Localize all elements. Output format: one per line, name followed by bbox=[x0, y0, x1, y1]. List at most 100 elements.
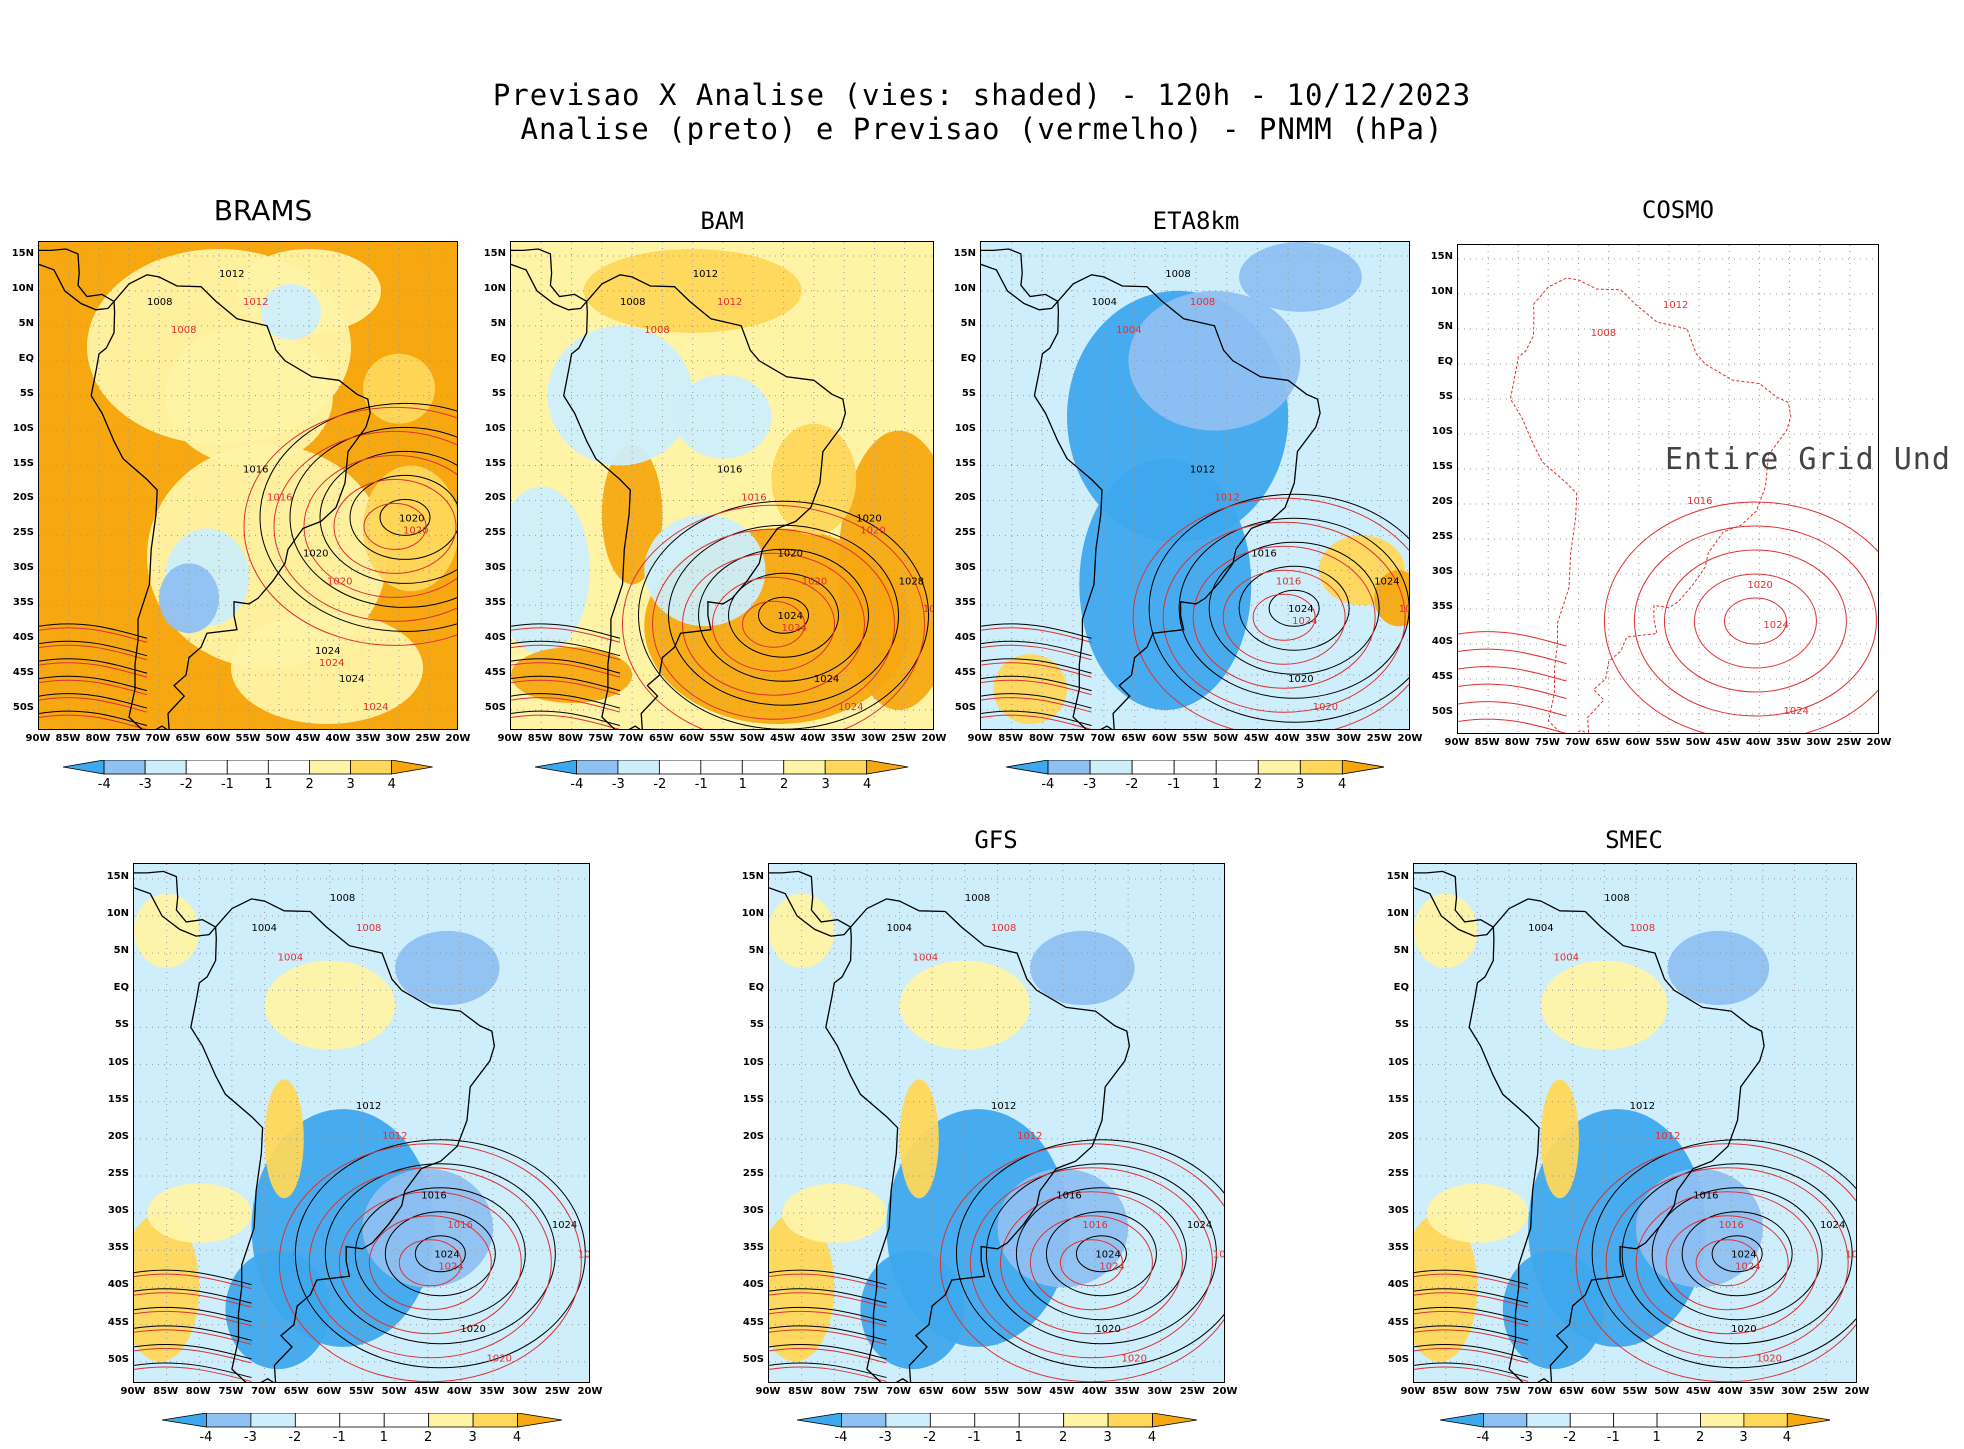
central-america-coastline bbox=[769, 870, 852, 937]
lat-tick-label: 10S bbox=[742, 1056, 764, 1068]
colorbar-segment bbox=[1341, 759, 1385, 775]
analysis-isobar bbox=[769, 1288, 887, 1304]
forecast-isobar bbox=[622, 504, 925, 729]
lon-tick-label: 20W bbox=[1866, 737, 1892, 748]
lat-tick-label: 15N bbox=[483, 247, 506, 259]
lon-tick-label: 80W bbox=[820, 1386, 846, 1397]
central-america-coastline bbox=[134, 870, 217, 937]
lat-tick-label: 15N bbox=[1386, 870, 1409, 882]
colorbar-segment bbox=[973, 1412, 1020, 1428]
analysis-isobar bbox=[981, 623, 1092, 639]
forecast-contour-label: 1024 bbox=[1784, 706, 1809, 717]
central-america-coastline bbox=[1414, 870, 1495, 937]
forecast-contour-label: 1016 bbox=[1276, 576, 1301, 587]
analysis-isobar bbox=[289, 426, 457, 608]
lon-tick-label: 20W bbox=[1844, 1386, 1870, 1397]
lat-tick-label: 25S bbox=[107, 1168, 129, 1179]
forecast-isobar bbox=[999, 1191, 1183, 1335]
panel-title-brams: BRAMS bbox=[213, 194, 313, 227]
map-panel-brams: 1008 1008 1012 1012 1016 1016 1020 1020 1024 1024… bbox=[38, 241, 458, 730]
analysis-isobar bbox=[1711, 1235, 1763, 1273]
lon-tick-label: 40W bbox=[446, 1386, 472, 1397]
lat-tick-label: 45S bbox=[484, 667, 506, 679]
forecast-contour-label: 1020 bbox=[487, 1354, 512, 1365]
analysis-contour-label: 1008 bbox=[1165, 269, 1190, 280]
analysis-isobar bbox=[39, 675, 148, 692]
lat-tick-label: 50S bbox=[742, 1353, 764, 1365]
high-pressure-label: 1024 bbox=[1095, 1250, 1120, 1261]
colorbar-level-label: -2 bbox=[653, 777, 667, 792]
analysis-isobar bbox=[1148, 493, 1409, 723]
colorbar-level-label: 4 bbox=[387, 777, 396, 792]
bias-area bbox=[1374, 570, 1409, 627]
analysis-isobar bbox=[1414, 1288, 1529, 1304]
bias-area bbox=[1636, 1168, 1763, 1288]
colorbar-level-label: 2 bbox=[1253, 777, 1263, 792]
high-pressure-label-forecast: 1024 bbox=[1099, 1262, 1124, 1273]
lat-tick-label: 10N bbox=[741, 908, 764, 919]
lon-tick-label: 40W bbox=[1274, 733, 1300, 744]
forecast-contour-label: 1020 bbox=[1313, 702, 1338, 713]
colorbar-level-label: -4 bbox=[834, 1430, 848, 1445]
lon-tick-label: 20W bbox=[1212, 1386, 1238, 1397]
lat-tick-label: 25S bbox=[1431, 531, 1453, 542]
lon-tick-label: 80W bbox=[85, 733, 111, 744]
lat-tick-label: 25S bbox=[12, 527, 34, 539]
lon-tick-label: 65W bbox=[283, 1386, 309, 1397]
forecast-isobar bbox=[1458, 631, 1567, 647]
colorbar-segment bbox=[144, 759, 187, 775]
lat-tick-label: 30S bbox=[484, 562, 506, 574]
forecast-contour-label: 1016 bbox=[447, 1220, 472, 1231]
forecast-isobar bbox=[243, 406, 457, 646]
lon-tick-label: 30W bbox=[1336, 733, 1362, 744]
lat-tick-label: EQ bbox=[748, 982, 764, 994]
bias-area bbox=[644, 514, 766, 627]
lon-tick-label: 90W bbox=[1400, 1386, 1426, 1397]
forecast-isobar bbox=[652, 528, 896, 720]
analysis-contour-label: 1028 bbox=[899, 576, 924, 587]
forecast-contour-label: 1008 bbox=[1190, 297, 1215, 308]
analysis-isobar bbox=[511, 658, 621, 674]
analysis-isobar bbox=[259, 402, 457, 632]
lat-tick-label: 10N bbox=[106, 908, 129, 919]
forecast-contour-label: 1008 bbox=[991, 923, 1016, 934]
analysis-isobar bbox=[319, 450, 457, 584]
lon-tick-label: 45W bbox=[1685, 1386, 1711, 1397]
colorbar-segment bbox=[1482, 1412, 1527, 1428]
forecast-isobar bbox=[511, 679, 621, 696]
bias-area bbox=[782, 1183, 887, 1243]
colorbar-level-label: 3 bbox=[1295, 777, 1305, 792]
lat-tick-label: 40S bbox=[742, 1279, 764, 1291]
analysis-contour-label: 1008 bbox=[330, 893, 355, 904]
analysis-isobar bbox=[981, 640, 1092, 657]
forecast-isobar bbox=[333, 478, 457, 574]
colorbar-segment bbox=[309, 759, 352, 775]
lon-tick-label: 90W bbox=[1444, 737, 1470, 748]
forecast-contour-label: 1004 bbox=[913, 953, 938, 964]
colorbar-graphic bbox=[1439, 1412, 1831, 1428]
bias-area bbox=[1414, 1213, 1478, 1362]
lon-tick-label: 90W bbox=[120, 1386, 146, 1397]
lat-tick-label: 20S bbox=[484, 492, 506, 504]
lat-tick-label: 20S bbox=[12, 492, 34, 504]
colorbar-level-label: -3 bbox=[138, 777, 152, 792]
analysis-isobar bbox=[1414, 1343, 1529, 1360]
high-pressure-label: 1024 bbox=[434, 1250, 459, 1261]
analysis-isobar bbox=[511, 675, 621, 692]
lat-tick-label: 35S bbox=[484, 597, 506, 609]
analysis-isobar bbox=[981, 710, 1092, 727]
analysis-contour-label: 1012 bbox=[991, 1101, 1016, 1112]
lon-tick-label: 55W bbox=[1622, 1386, 1648, 1397]
forecast-isobar bbox=[981, 644, 1092, 661]
bias-area bbox=[225, 1250, 330, 1370]
analysis-contour-label: 1016 bbox=[1251, 548, 1276, 559]
analysis-isobar bbox=[1178, 517, 1409, 699]
lon-tick-label: 75W bbox=[115, 733, 141, 744]
bias-area bbox=[601, 444, 663, 585]
lat-tick-label: 5N bbox=[18, 317, 34, 329]
forecast-isobar bbox=[1414, 1273, 1529, 1290]
colorbar-segment bbox=[1612, 1412, 1658, 1428]
lon-tick-label: 35W bbox=[830, 733, 856, 744]
forecast-contour-label: 1016 bbox=[1082, 1220, 1107, 1231]
lon-tick-label: 65W bbox=[648, 733, 674, 744]
